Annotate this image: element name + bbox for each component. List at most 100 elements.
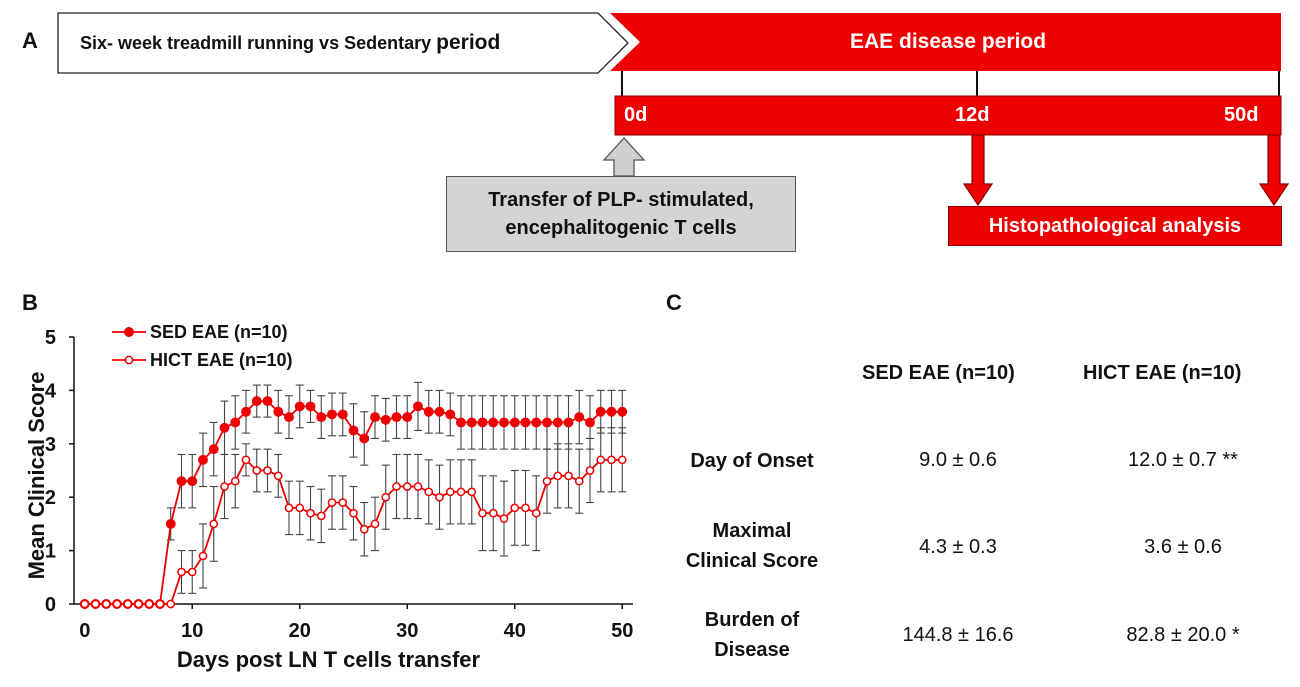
data-point-hict <box>413 482 423 491</box>
row-label-burden-line-2: Disease <box>714 639 790 661</box>
data-point-hict <box>327 498 337 507</box>
histopathology-box: Histopathological analysis <box>948 206 1282 246</box>
data-point-hict <box>478 508 487 518</box>
data-point-hict <box>134 599 143 609</box>
eae-period-label: EAE disease period <box>850 30 1047 53</box>
data-point-sed <box>370 412 380 423</box>
data-point-sed <box>294 401 305 412</box>
data-point-hict <box>424 487 434 497</box>
data-point-hict <box>187 567 197 577</box>
histopathology-label: Histopathological analysis <box>988 214 1242 237</box>
data-point-sed <box>262 396 273 407</box>
cell-max-hict: 3.6 ± 0.6 <box>1144 536 1222 558</box>
day-label-0d: 0d <box>624 104 648 126</box>
data-point-sed <box>477 417 488 428</box>
data-point-hict <box>112 599 122 609</box>
data-point-hict <box>198 551 208 561</box>
data-point-hict <box>381 492 391 502</box>
data-point-sed <box>402 412 413 423</box>
data-point-hict <box>80 599 90 609</box>
chart-legend: SED EAE (n=10) HICT EAE (n=10) <box>112 322 293 370</box>
data-point-sed <box>499 417 509 428</box>
data-point-hict <box>263 466 272 475</box>
data-point-hict <box>574 476 584 486</box>
data-point-hict <box>542 476 552 486</box>
data-point-sed <box>606 406 617 417</box>
panel-a-letter: A <box>22 28 38 53</box>
data-point-sed <box>445 409 456 420</box>
data-point-hict <box>349 508 358 518</box>
data-point-sed <box>176 476 187 487</box>
data-point-hict <box>585 466 595 475</box>
data-point-sed <box>434 406 445 417</box>
data-point-sed <box>273 406 284 417</box>
day-label-50d: 50d <box>1224 104 1259 126</box>
histo-down-arrow-12d <box>962 134 994 207</box>
transfer-line-1: Transfer of PLP- stimulated, <box>488 189 754 211</box>
data-point-sed <box>230 417 241 428</box>
data-point-sed <box>348 425 359 436</box>
y-axis-label: Mean Clinical Score <box>24 372 49 580</box>
data-point-hict <box>177 567 186 577</box>
x-tick-label: 10 <box>181 620 203 642</box>
data-point-sed <box>531 417 542 428</box>
data-point-sed <box>251 396 262 407</box>
data-point-sed <box>284 412 294 423</box>
data-point-sed <box>241 406 251 417</box>
data-point-sed <box>337 409 348 420</box>
y-tick-label: 1 <box>45 541 56 563</box>
legend-label: SED EAE (n=10) <box>150 322 288 342</box>
data-point-sed <box>187 476 198 487</box>
data-point-hict <box>456 487 466 497</box>
transfer-box: Transfer of PLP- stimulated, encephalito… <box>446 176 796 252</box>
cell-onset-hict: 12.0 ± 0.7 ** <box>1128 449 1238 471</box>
day-bar <box>614 95 1282 136</box>
data-point-hict <box>273 471 283 481</box>
data-point-hict <box>510 503 520 513</box>
row-label-onset-line-1: Day of Onset <box>690 450 814 472</box>
panel-c-letter: C <box>666 290 682 315</box>
data-point-sed <box>520 417 531 428</box>
data-point-sed <box>165 518 176 529</box>
data-point-hict <box>499 514 509 523</box>
data-point-hict <box>316 511 326 521</box>
timeline-diagram <box>57 12 1290 207</box>
data-point-sed <box>327 409 337 420</box>
cell-burden-hict: 82.8 ± 20.0 * <box>1126 624 1240 646</box>
data-point-hict <box>564 471 573 481</box>
data-point-hict <box>445 487 455 497</box>
x-tick-label: 30 <box>396 620 418 642</box>
data-point-sed <box>585 417 595 428</box>
legend-marker <box>124 355 134 365</box>
data-point-sed <box>488 417 499 428</box>
row-label-burden-line-1: Burden of <box>704 609 800 631</box>
y-tick-label: 0 <box>45 594 56 616</box>
data-point-hict <box>101 599 111 609</box>
data-point-hict <box>617 455 627 465</box>
data-point-hict <box>596 455 606 465</box>
data-point-sed <box>574 412 585 423</box>
data-point-sed <box>509 417 520 428</box>
data-point-hict <box>607 455 616 465</box>
transfer-line-2: encephalitogenic T cells <box>505 217 737 239</box>
chart-points <box>79 396 628 609</box>
x-axis-label: Days post LN T cells transfer <box>177 647 481 672</box>
data-point-hict <box>295 503 305 513</box>
data-point-hict <box>252 466 262 475</box>
exercise-period-label-main: Six- week treadmill running vs Sedentary <box>80 33 432 53</box>
data-point-hict <box>392 482 401 491</box>
cell-onset-sed: 9.0 ± 0.6 <box>919 449 997 471</box>
row-label-max-score-line-1: Maximal <box>712 520 792 542</box>
x-tick-label: 0 <box>79 620 90 642</box>
data-point-sed <box>466 417 477 428</box>
y-tick-label: 2 <box>45 487 56 509</box>
row-label-max-score-line-2: Clinical Score <box>685 550 819 572</box>
eae-period-banner <box>610 13 1281 71</box>
data-point-sed <box>391 412 402 423</box>
data-point-sed <box>208 444 219 455</box>
legend-label: HICT EAE (n=10) <box>150 350 293 370</box>
data-point-sed <box>456 417 466 428</box>
data-point-sed <box>219 422 230 433</box>
data-point-hict <box>230 476 240 486</box>
